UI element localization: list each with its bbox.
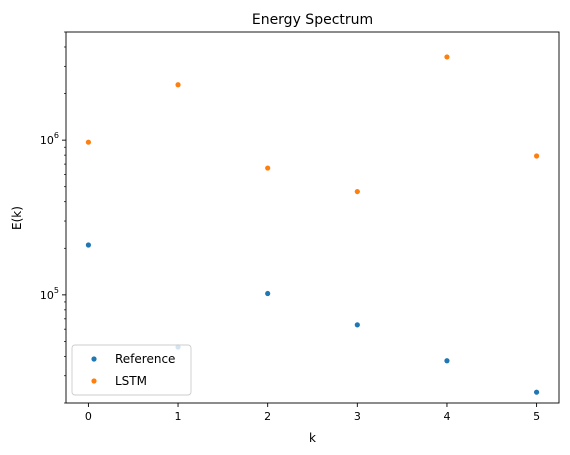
x-tick-label: 1 bbox=[175, 410, 182, 423]
axes-frame bbox=[65, 31, 560, 404]
legend-marker-reference bbox=[91, 356, 97, 362]
legend-label-reference: Reference bbox=[115, 352, 175, 366]
data-point-lstm bbox=[444, 54, 450, 60]
legend-box bbox=[71, 344, 192, 396]
data-point-lstm bbox=[354, 188, 360, 195]
x-tick-label: 4 bbox=[443, 410, 450, 423]
x-tick-label: 5 bbox=[533, 410, 540, 423]
y-tick-label: 105 bbox=[40, 286, 59, 302]
data-point-lstm bbox=[85, 139, 92, 145]
x-axis-label: k bbox=[309, 431, 316, 445]
x-tick-label: 0 bbox=[85, 410, 92, 423]
legend: Reference LSTM bbox=[71, 344, 192, 396]
data-point-lstm bbox=[175, 82, 181, 88]
data-point-lstm bbox=[533, 153, 540, 159]
data-point-reference bbox=[354, 322, 360, 328]
data-point-reference bbox=[533, 389, 540, 395]
chart-title: Energy Spectrum bbox=[252, 12, 373, 28]
legend-marker-lstm bbox=[91, 378, 97, 384]
data-point-reference bbox=[265, 290, 271, 297]
data-point-lstm bbox=[265, 165, 271, 171]
data-point-reference bbox=[85, 242, 92, 248]
plot-area: 0 1 2 3 4 5 105 106 Reference LSTM bbox=[40, 31, 560, 423]
y-tick-label: 106 bbox=[40, 131, 59, 147]
legend-label-lstm: LSTM bbox=[115, 374, 147, 388]
y-axis-label: E(k) bbox=[10, 206, 24, 230]
x-tick-label: 3 bbox=[354, 410, 361, 423]
x-tick-label: 2 bbox=[264, 410, 271, 423]
data-point-reference bbox=[444, 358, 450, 364]
